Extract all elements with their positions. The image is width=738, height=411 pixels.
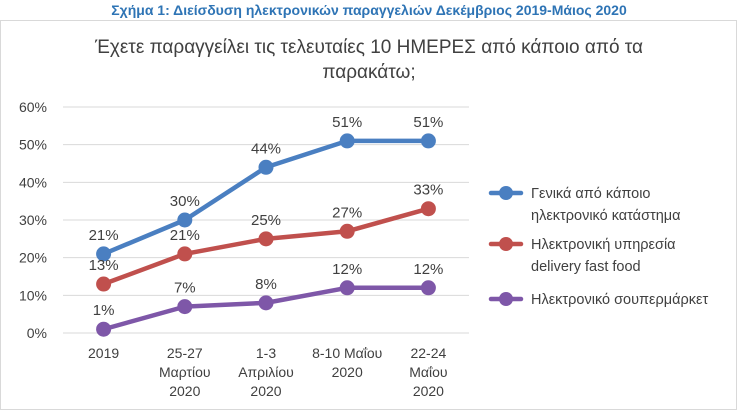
data-point (339, 133, 355, 149)
chart-title-line: παρακάτω; (322, 62, 415, 83)
data-point (96, 321, 112, 337)
data-point (96, 246, 112, 262)
x-tick-label: 2019 (88, 345, 119, 361)
data-point (339, 223, 355, 239)
legend-marker (499, 186, 513, 200)
chart-frame: Έχετε παραγγείλει τις τελευταίες 10 ΗΜΕΡ… (0, 20, 737, 410)
legend-label: Ηλεκτρονικό σουπερμάρκετ (531, 292, 708, 308)
data-label: 44% (251, 140, 281, 157)
chart-title-line: Έχετε παραγγείλει τις τελευταίες 10 ΗΜΕΡ… (94, 37, 643, 58)
line-chart: Έχετε παραγγείλει τις τελευταίες 10 ΗΜΕΡ… (19, 37, 709, 399)
data-point (96, 276, 112, 292)
data-label: 12% (413, 261, 443, 278)
data-point (420, 133, 436, 149)
data-point (420, 201, 436, 217)
data-label: 21% (89, 227, 119, 244)
data-point (258, 231, 274, 247)
x-tick-label: 25-27 (167, 345, 203, 361)
y-tick-label: 40% (19, 174, 47, 190)
y-tick-label: 0% (27, 325, 47, 341)
x-tick-label: Μαρτίου (159, 364, 211, 380)
x-tick-label: 2020 (169, 383, 200, 399)
x-tick-label: 8-10 Μαΐου (312, 345, 382, 361)
data-label: 30% (170, 193, 200, 210)
legend-label: delivery fast food (531, 259, 641, 275)
y-tick-label: 60% (19, 99, 47, 115)
data-label: 1% (93, 302, 115, 319)
y-tick-label: 30% (19, 212, 47, 228)
data-label: 13% (89, 257, 119, 274)
data-point (177, 246, 193, 262)
legend-marker (499, 237, 513, 251)
data-point (420, 280, 436, 296)
x-tick-label: 2020 (250, 383, 281, 399)
legend-label: Γενικά από κάποιο (531, 186, 651, 202)
data-point (177, 299, 193, 315)
data-label: 27% (332, 204, 362, 221)
figure-caption: Σχήμα 1: Διείσδυση ηλεκτρονικών παραγγελ… (111, 2, 627, 18)
data-label: 25% (251, 212, 281, 229)
x-tick-label: 1-3 (256, 345, 276, 361)
x-tick-label: 2020 (332, 364, 363, 380)
data-label: 21% (170, 227, 200, 244)
y-tick-label: 20% (19, 250, 47, 266)
y-tick-label: 50% (19, 137, 47, 153)
x-tick-label: 2020 (413, 383, 444, 399)
data-point (258, 295, 274, 311)
data-label: 12% (332, 261, 362, 278)
x-tick-label: Μαΐου (409, 364, 447, 380)
legend-label: ηλεκτρονικό κατάστημα (531, 208, 681, 224)
data-label: 8% (255, 276, 277, 293)
x-tick-label: 22-24 (410, 345, 446, 361)
data-label: 51% (332, 114, 362, 131)
data-label: 7% (174, 280, 196, 297)
data-point (177, 212, 193, 228)
x-tick-label: Απριλίου (238, 364, 294, 380)
data-point (258, 159, 274, 175)
legend-label: Ηλεκτρονική υπηρεσία (531, 237, 676, 253)
data-label: 33% (413, 182, 443, 199)
y-tick-label: 10% (19, 287, 47, 303)
data-label: 51% (413, 114, 443, 131)
data-point (339, 280, 355, 296)
legend-marker (499, 292, 513, 306)
